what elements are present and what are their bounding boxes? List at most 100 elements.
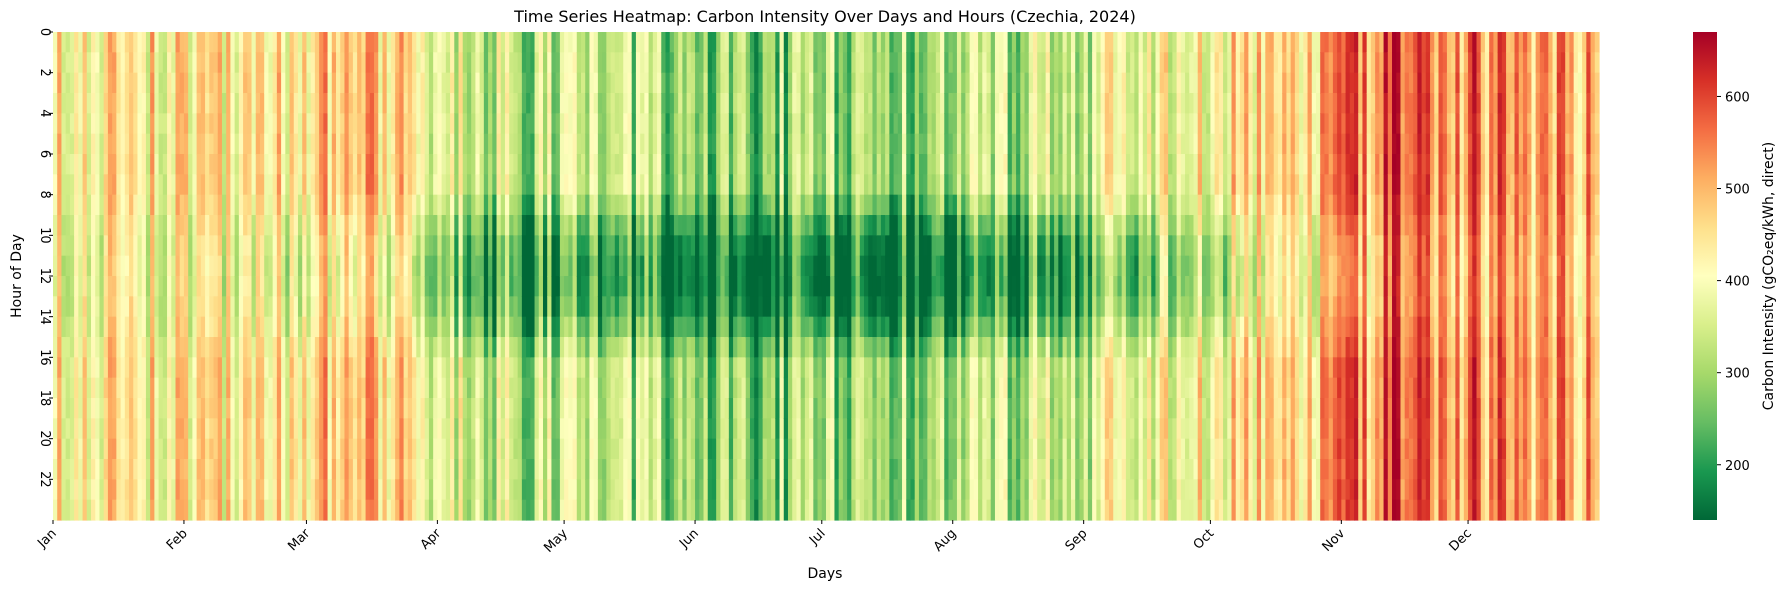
heatmap-cell (885, 93, 890, 114)
heatmap-cell (454, 499, 460, 521)
heatmap-cell (382, 32, 388, 53)
heatmap-cell (116, 113, 122, 135)
heatmap-cell (141, 93, 147, 114)
heatmap-cell (437, 418, 443, 440)
heatmap-cell (568, 316, 574, 338)
heatmap-cell (323, 357, 329, 379)
heatmap-cell (310, 459, 316, 480)
heatmap-cell (285, 479, 291, 501)
heatmap-cell (205, 377, 210, 399)
heatmap-cell (306, 357, 312, 379)
heatmap-cell (661, 316, 667, 338)
heatmap-cell (107, 194, 113, 216)
heatmap-cell (923, 52, 928, 74)
heatmap-cell (78, 398, 84, 419)
heatmap-cell (357, 296, 362, 318)
heatmap-cell (627, 113, 633, 135)
heatmap-cell (602, 174, 607, 196)
heatmap-cell (205, 255, 210, 277)
heatmap-cell (847, 357, 852, 379)
heatmap-cell (124, 418, 130, 440)
heatmap-cell (902, 93, 907, 114)
heatmap-cell (716, 296, 721, 318)
heatmap-cell (74, 93, 79, 114)
heatmap-cell (914, 133, 920, 155)
heatmap-cell (602, 93, 607, 114)
heatmap-cell (635, 438, 641, 460)
heatmap-cell (213, 398, 219, 419)
heatmap-cell (564, 32, 569, 53)
heatmap-cell (91, 398, 96, 419)
heatmap-cell (711, 174, 717, 196)
heatmap-cell (53, 276, 58, 297)
heatmap-cell (319, 316, 324, 338)
heatmap-cell (779, 93, 785, 114)
heatmap-cell (61, 479, 67, 501)
heatmap-cell (635, 357, 641, 379)
heatmap-cell (264, 357, 270, 379)
heatmap-cell (386, 72, 392, 94)
heatmap-cell (200, 418, 206, 440)
heatmap-cell (361, 32, 367, 53)
heatmap-cell (830, 72, 836, 94)
heatmap-cell (441, 276, 447, 297)
heatmap-cell (141, 113, 147, 135)
heatmap-cell (589, 32, 595, 53)
heatmap-cell (424, 255, 430, 277)
heatmap-cell (86, 113, 92, 135)
heatmap-cell (243, 32, 248, 53)
heatmap-cell (589, 438, 595, 460)
heatmap-cell (496, 215, 502, 236)
heatmap-cell (699, 194, 705, 216)
heatmap-cell (682, 499, 688, 521)
heatmap-cell (699, 337, 705, 358)
heatmap-cell (597, 235, 603, 257)
heatmap-cell (724, 133, 730, 155)
heatmap-cell (399, 133, 405, 155)
heatmap-cell (872, 93, 878, 114)
heatmap-cell (733, 72, 738, 94)
heatmap-cell (103, 357, 109, 379)
heatmap-cell (226, 235, 232, 257)
heatmap-cell (205, 337, 210, 358)
heatmap-cell (141, 316, 147, 338)
heatmap-cell (213, 133, 219, 155)
heatmap-cell (196, 459, 202, 480)
heatmap-cell (192, 357, 198, 379)
heatmap-cell (635, 154, 641, 175)
heatmap-cell (762, 499, 768, 521)
heatmap-cell (809, 255, 814, 277)
heatmap-cell (57, 357, 63, 379)
heatmap-cell (547, 93, 553, 114)
heatmap-cell (344, 418, 350, 440)
heatmap-cell (179, 93, 185, 114)
heatmap-cell (631, 72, 637, 94)
heatmap-cell (547, 418, 553, 440)
heatmap-cell (716, 418, 721, 440)
heatmap-cell (91, 479, 96, 501)
heatmap-cell (162, 113, 168, 135)
heatmap-cell (314, 215, 320, 236)
heatmap-cell (361, 72, 367, 94)
heatmap-cell (327, 215, 333, 236)
heatmap-cell (188, 459, 193, 480)
heatmap-cell (251, 337, 257, 358)
heatmap-cell (897, 499, 903, 521)
heatmap-cell (737, 499, 743, 521)
heatmap-cell (682, 194, 688, 216)
heatmap-cell (826, 235, 831, 257)
heatmap-cell (927, 32, 933, 53)
heatmap-cell (826, 377, 831, 399)
heatmap-cell (378, 499, 384, 521)
heatmap-cell (648, 52, 654, 74)
heatmap-cell (179, 194, 185, 216)
heatmap-cell (859, 276, 865, 297)
heatmap-cell (450, 235, 455, 257)
heatmap-cell (361, 357, 367, 379)
heatmap-cell (695, 418, 700, 440)
heatmap-cell (711, 154, 717, 175)
heatmap-cell (205, 72, 210, 94)
heatmap-cell (348, 215, 354, 236)
heatmap-cell (754, 154, 760, 175)
heatmap-cell (378, 154, 384, 175)
